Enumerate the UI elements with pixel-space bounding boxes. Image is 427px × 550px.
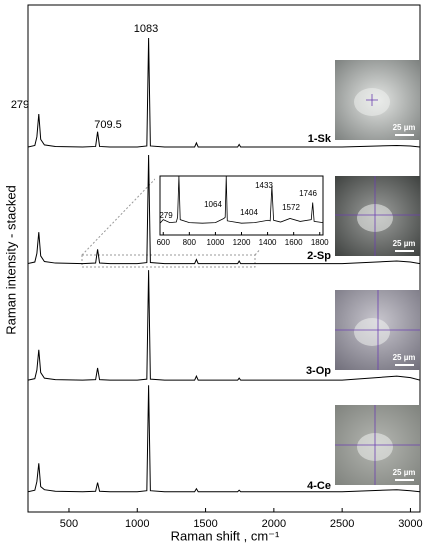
peak-label: 279 [159,211,173,220]
x-tick-label: 1000 [207,238,225,247]
x-axis-label: Raman shift , cm⁻¹ [171,528,280,543]
crystal [354,318,390,346]
scale-label: 25 µm [393,239,416,248]
peak-label: 709.5 [94,119,122,131]
peak-label: 1064 [204,200,222,209]
x-tick-label: 1000 [125,518,149,530]
scale-label: 25 µm [393,468,416,477]
y-axis-label: Raman intensity - stacked [3,185,18,335]
x-tick-label: 3000 [398,518,422,530]
spectrum-line [28,155,420,265]
x-tick-label: 2500 [330,518,354,530]
x-tick-label: 1400 [259,238,277,247]
zoom-box [81,254,256,268]
x-tick-label: 600 [157,238,171,247]
x-tick-label: 1200 [233,238,251,247]
series-label: 3-Op [306,365,331,377]
x-tick-label: 500 [60,518,78,530]
x-tick-label: 1800 [311,238,329,247]
zoom-connector [81,175,159,256]
inset-background [155,173,327,250]
series-label: 4-Ce [307,480,331,492]
spectrum-line [28,385,420,493]
spectrum-line [28,37,420,148]
scale-label: 25 µm [393,353,416,362]
spectrum-line [160,176,323,224]
spectrum-line [28,270,420,381]
x-tick-label: 2000 [262,518,286,530]
scale-label: 25 µm [393,123,416,132]
peak-label: 1083 [134,23,158,35]
x-tick-label: 1600 [285,238,303,247]
series-label: 1-Sk [308,133,332,145]
plot-frame [27,4,421,513]
x-tick-label: 1500 [193,518,217,530]
series-label: 2-Sp [307,250,331,262]
peak-label: 1404 [240,208,258,217]
x-tick-label: 800 [183,238,197,247]
peak-label: 279 [11,99,29,111]
peak-label: 1572 [282,203,300,212]
peak-label: 1433 [255,181,273,190]
peak-label: 1746 [299,189,317,198]
